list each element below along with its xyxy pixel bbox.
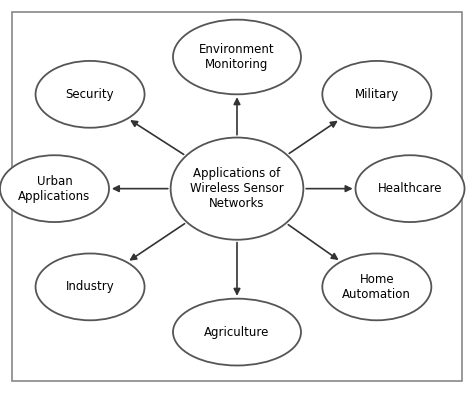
Ellipse shape [173, 299, 301, 365]
Ellipse shape [356, 155, 465, 222]
Ellipse shape [173, 20, 301, 94]
Ellipse shape [322, 61, 431, 128]
Text: Applications of
Wireless Sensor
Networks: Applications of Wireless Sensor Networks [190, 167, 284, 210]
Ellipse shape [36, 253, 145, 320]
Text: Healthcare: Healthcare [378, 182, 442, 195]
Ellipse shape [36, 61, 145, 128]
Text: Military: Military [355, 88, 399, 101]
Text: Agriculture: Agriculture [204, 325, 270, 339]
Text: Environment
Monitoring: Environment Monitoring [199, 43, 275, 71]
Text: Security: Security [66, 88, 114, 101]
Text: Industry: Industry [66, 280, 114, 294]
Ellipse shape [171, 138, 303, 240]
Text: Home
Automation: Home Automation [342, 273, 411, 301]
Text: Urban
Applications: Urban Applications [18, 174, 91, 203]
Ellipse shape [322, 253, 431, 320]
Ellipse shape [0, 155, 109, 222]
